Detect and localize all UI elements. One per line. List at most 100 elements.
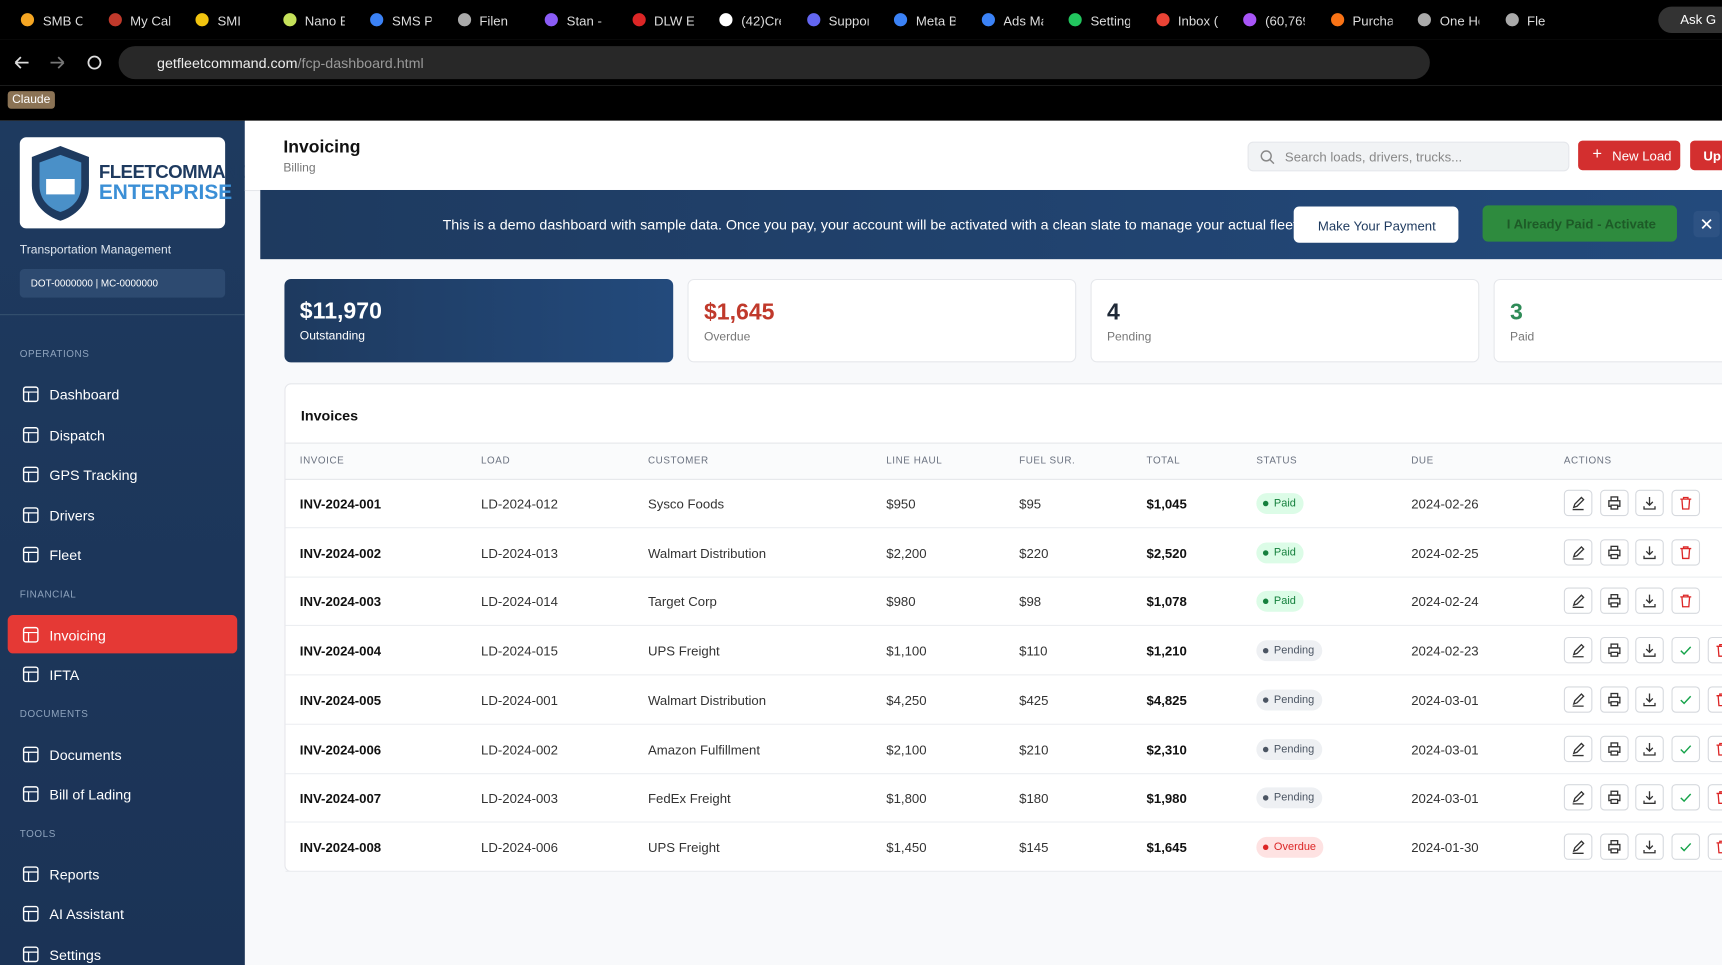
- tab[interactable]: Meta B: [915, 13, 956, 29]
- action-button[interactable]: [1599, 735, 1629, 762]
- nav-item[interactable]: GPS Tracking: [8, 455, 238, 493]
- dot-number: DOT-0000000 | MC-0000000: [30, 277, 159, 289]
- tab[interactable]: (60,769: [1265, 13, 1305, 29]
- icon: [1641, 789, 1659, 812]
- tab[interactable]: DLW Es: [653, 13, 694, 29]
- nav-item[interactable]: Settings: [8, 934, 238, 965]
- action-button[interactable]: [1599, 686, 1629, 713]
- action-button[interactable]: [1707, 637, 1722, 664]
- action-button[interactable]: [1635, 538, 1665, 566]
- nav-item[interactable]: AI Assistant: [8, 894, 238, 932]
- tab[interactable]: (42)Cre: [741, 13, 781, 29]
- action-button[interactable]: [1635, 587, 1665, 615]
- ask-label: Ask G: [1680, 12, 1717, 28]
- row-divider: [285, 527, 1722, 529]
- action-button[interactable]: [1635, 784, 1665, 812]
- close-banner[interactable]: [1693, 210, 1720, 238]
- stat-label: Outstanding: [299, 329, 365, 343]
- column-header: LINE HAUL: [886, 454, 943, 466]
- nav-item[interactable]: Bill of Lading: [8, 774, 238, 812]
- nav-item[interactable]: Dashboard: [8, 374, 238, 412]
- table-cell: $110: [1019, 643, 1048, 660]
- tab[interactable]: Inbox (: [1177, 13, 1218, 29]
- action-button[interactable]: [1599, 587, 1629, 615]
- nav-buttons[interactable]: [11, 53, 110, 73]
- tab[interactable]: Filen: [479, 13, 508, 29]
- action-button[interactable]: [1599, 833, 1629, 860]
- pay-button[interactable]: Make Your Payment: [1293, 206, 1459, 243]
- nav-item[interactable]: Invoicing: [7, 614, 238, 653]
- action-button[interactable]: [1671, 735, 1701, 762]
- table-cell: 2024-01-30: [1411, 840, 1479, 856]
- status-badge: Paid: [1256, 542, 1304, 564]
- action-button[interactable]: [1707, 686, 1722, 713]
- action-button[interactable]: [1563, 735, 1593, 762]
- action-button[interactable]: [1671, 538, 1701, 566]
- table-cell: INV-2024-008: [299, 840, 382, 856]
- nav-item[interactable]: Reports: [8, 854, 238, 892]
- action-button[interactable]: [1563, 833, 1593, 860]
- tab[interactable]: Suppor: [828, 13, 869, 29]
- action-button[interactable]: [1671, 784, 1701, 811]
- nav-item[interactable]: Documents: [8, 734, 238, 772]
- new-load-button[interactable]: + New Load: [1578, 140, 1681, 171]
- action-button[interactable]: [1671, 587, 1701, 615]
- action-button[interactable]: [1563, 587, 1593, 615]
- tab[interactable]: One Ho: [1439, 13, 1480, 29]
- action-button[interactable]: [1707, 735, 1722, 762]
- action-button[interactable]: [1599, 489, 1629, 517]
- tab[interactable]: Nano B: [304, 13, 345, 29]
- action-button[interactable]: [1635, 489, 1665, 517]
- action-button[interactable]: [1707, 784, 1722, 811]
- action-button[interactable]: [1599, 538, 1629, 566]
- nav-item[interactable]: Dispatch: [8, 415, 238, 453]
- tab[interactable]: Purcha: [1352, 13, 1392, 29]
- tab[interactable]: Stan - N: [566, 13, 607, 29]
- icon: [1569, 789, 1587, 812]
- nav-item[interactable]: Drivers: [8, 495, 238, 533]
- action-button[interactable]: [1635, 686, 1665, 713]
- tab[interactable]: Setting: [1090, 13, 1131, 29]
- search[interactable]: Search loads, drivers, trucks...: [1247, 141, 1570, 172]
- action-button[interactable]: [1635, 735, 1665, 762]
- action-button[interactable]: [1563, 637, 1593, 664]
- action-button[interactable]: [1671, 833, 1701, 860]
- status-text: Paid: [1273, 595, 1296, 608]
- nav-item[interactable]: IFTA: [8, 655, 238, 693]
- button-label: Make Your Payment: [1317, 218, 1436, 234]
- action-button[interactable]: [1635, 637, 1665, 664]
- action-button[interactable]: [1563, 538, 1593, 566]
- tab[interactable]: SMS Po: [392, 13, 432, 29]
- action-button[interactable]: [1563, 686, 1593, 713]
- table-cell: $210: [1019, 741, 1049, 758]
- ask-button[interactable]: Ask G: [1658, 6, 1722, 33]
- action-button[interactable]: [1563, 489, 1593, 517]
- tab[interactable]: Fle: [1527, 13, 1546, 29]
- action-button[interactable]: [1707, 833, 1722, 860]
- url-field[interactable]: getfleetcommand.com/fcp-dashboard.html: [118, 46, 1430, 80]
- action-button[interactable]: [1671, 489, 1701, 517]
- icon: [1713, 641, 1722, 664]
- upgrade-button[interactable]: Up: [1690, 140, 1722, 171]
- action-button[interactable]: [1635, 833, 1665, 860]
- action-button[interactable]: [1671, 637, 1701, 664]
- tab[interactable]: SMB Cl: [42, 13, 83, 29]
- action-button[interactable]: [1563, 784, 1593, 812]
- action-button[interactable]: [1599, 637, 1629, 664]
- activate-button[interactable]: I Already Paid - Activate: [1482, 205, 1677, 242]
- column-header: DUE: [1411, 454, 1434, 466]
- bookmark[interactable]: Claude: [7, 91, 55, 109]
- button-label: I Already Paid - Activate: [1506, 216, 1656, 232]
- icon: [1329, 12, 1344, 33]
- page-subtitle: Billing: [283, 161, 316, 175]
- column-header: LOAD: [481, 454, 511, 466]
- icon: [806, 12, 821, 33]
- table-cell: 2024-03-01: [1411, 741, 1479, 758]
- nav-item[interactable]: Fleet: [8, 535, 238, 573]
- tab[interactable]: My Cal: [130, 13, 170, 29]
- status-text: Paid: [1273, 497, 1296, 510]
- tab[interactable]: SMI: [217, 13, 241, 29]
- action-button[interactable]: [1671, 686, 1701, 713]
- action-button[interactable]: [1599, 784, 1629, 811]
- tab[interactable]: Ads Ma: [1003, 13, 1043, 29]
